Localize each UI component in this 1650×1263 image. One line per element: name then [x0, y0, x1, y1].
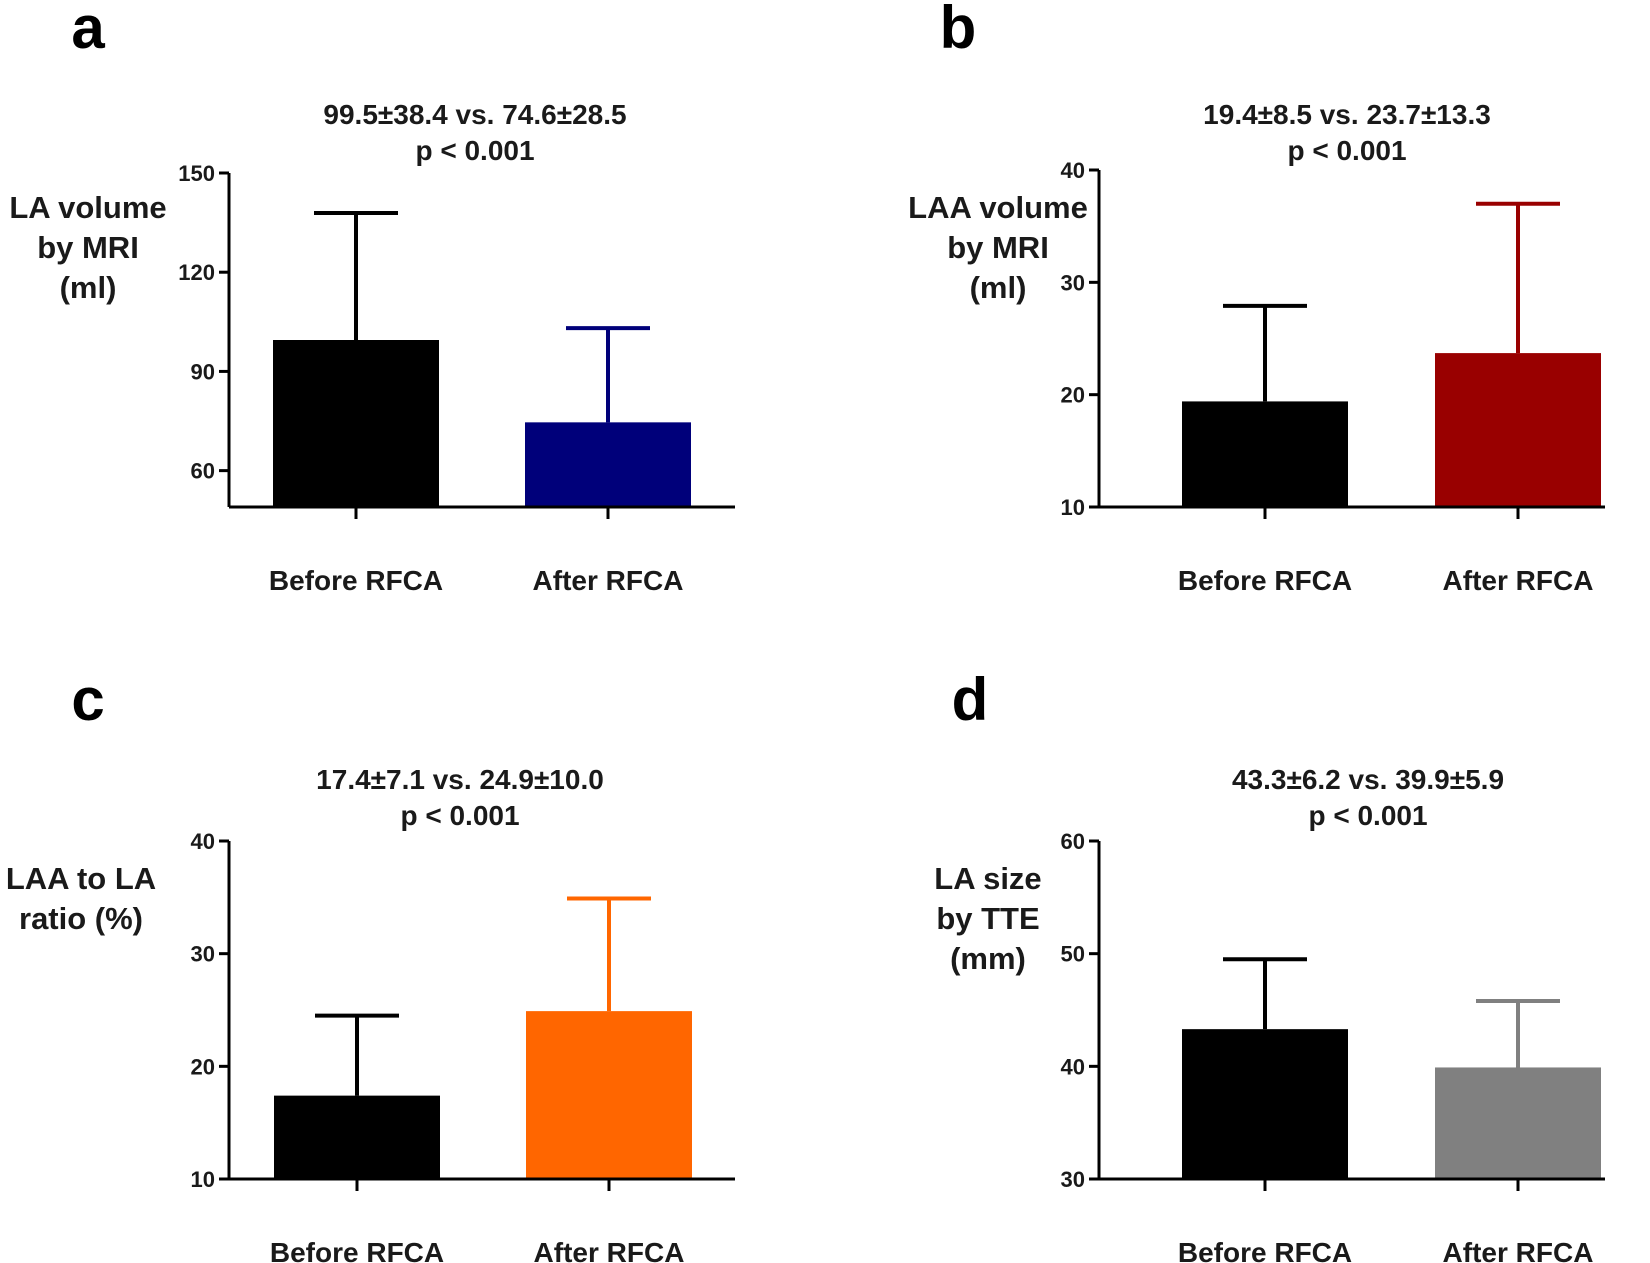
panel-c-category-label-before-rfca: Before RFCA: [270, 1237, 444, 1263]
panel-d-ylabel-line-2: by TTE: [936, 901, 1039, 936]
panel-b-plot-area: 10 20 30 40 Before RFCA After RFCA: [1061, 158, 1605, 596]
panel-c-plot-area: 10 20 30 40 Before RFCA After RFCA: [191, 829, 735, 1263]
panel-b-error-bar-after-rfca: [1476, 201, 1560, 354]
panel-b-p-value: p < 0.001: [1287, 135, 1406, 166]
panel-c-category-label-after-rfca: After RFCA: [534, 1237, 685, 1263]
panel-d-bar-after-rfca: [1435, 1067, 1601, 1179]
panel-a-ylabel-line-3: (ml): [60, 270, 117, 305]
panel-d-error-bar-before-rfca: [1223, 957, 1307, 1030]
panel-c-error-bar-after-rfca: [567, 896, 651, 1012]
panel-d-plot-area: 30 40 50 60 Before RFCA After RFCA: [1061, 829, 1605, 1263]
panel-b-category-label-before-rfca: Before RFCA: [1178, 565, 1352, 596]
panel-a-category-label-after-rfca: After RFCA: [533, 565, 684, 596]
panel-c-letter: c: [71, 666, 104, 733]
panel-d-ytick-label-30: 30: [1061, 1167, 1085, 1192]
panel-a-letter: a: [71, 0, 105, 61]
panel-b-bar-after-rfca: [1435, 353, 1601, 507]
panel-a-error-bar-before-rfca: [314, 211, 398, 340]
panel-c-ylabel-line-2: ratio (%): [19, 901, 143, 936]
panel-b-letter: b: [940, 0, 977, 61]
panel-d-ylabel-line-1: LA size: [934, 861, 1041, 896]
panel-a-error-bar-after-rfca: [566, 326, 650, 423]
panel-c-bar-after-rfca: [526, 1011, 692, 1179]
panel-d-stat-title: 43.3±6.2 vs. 39.9±5.9: [1232, 764, 1504, 795]
panel-b-category-label-after-rfca: After RFCA: [1443, 565, 1594, 596]
panel-c-ylabel-line-1: LAA to LA: [6, 861, 156, 896]
panel-c-p-value: p < 0.001: [400, 800, 519, 831]
panel-a-plot-area: 60 90 120 150 Before RFCA After RFCA: [178, 161, 735, 596]
panel-c-bar-before-rfca: [274, 1095, 440, 1179]
panel-d-error-bar-after-rfca: [1476, 998, 1560, 1068]
panel-d-ylabel-line-3: (mm): [950, 941, 1026, 976]
panel-c-ytick-label-20: 20: [191, 1054, 215, 1079]
panel-a-bar-before-rfca: [273, 340, 439, 507]
panel-a-ylabel-line-2: by MRI: [37, 230, 139, 265]
panel-d-p-value: p < 0.001: [1308, 800, 1427, 831]
panel-b-ytick-label-30: 30: [1061, 270, 1085, 295]
panel-b-ylabel-line-1: LAA volume: [908, 190, 1088, 225]
panel-d-ytick-label-40: 40: [1061, 1054, 1085, 1079]
panel-c-ytick-label-10: 10: [191, 1167, 215, 1192]
panel-a: a 99.5±38.4 vs. 74.6±28.5 p < 0.001 LA v…: [9, 0, 735, 596]
panel-b-ylabel-line-3: (ml): [970, 270, 1027, 305]
panel-d-bar-before-rfca: [1182, 1029, 1348, 1179]
panel-b-ytick-label-10: 10: [1061, 495, 1085, 520]
panel-b-error-bar-before-rfca: [1223, 303, 1307, 402]
panel-a-ytick-label-90: 90: [191, 359, 215, 384]
panel-c-error-bar-before-rfca: [315, 1013, 399, 1096]
panel-a-stat-title: 99.5±38.4 vs. 74.6±28.5: [323, 99, 626, 130]
panel-a-ytick-label-150: 150: [178, 161, 215, 186]
panel-b-ylabel-line-2: by MRI: [947, 230, 1049, 265]
panel-a-ylabel-line-1: LA volume: [9, 190, 166, 225]
panel-b: b 19.4±8.5 vs. 23.7±13.3 p < 0.001 LAA v…: [908, 0, 1605, 596]
panel-c-ytick-label-40: 40: [191, 829, 215, 854]
panel-c: c 17.4±7.1 vs. 24.9±10.0 p < 0.001 LAA t…: [6, 666, 735, 1263]
panel-a-ytick-label-60: 60: [191, 459, 215, 484]
panel-a-bar-after-rfca: [525, 422, 691, 507]
panel-d-ytick-label-50: 50: [1061, 942, 1085, 967]
panel-a-p-value: p < 0.001: [415, 135, 534, 166]
panel-b-stat-title: 19.4±8.5 vs. 23.7±13.3: [1203, 99, 1491, 130]
panel-b-ytick-label-20: 20: [1061, 383, 1085, 408]
panel-b-ytick-label-40: 40: [1061, 158, 1085, 183]
panel-d: d 43.3±6.2 vs. 39.9±5.9 p < 0.001 LA siz…: [934, 666, 1605, 1263]
panel-c-ytick-label-30: 30: [191, 942, 215, 967]
panel-d-category-label-before-rfca: Before RFCA: [1178, 1237, 1352, 1263]
panel-d-ytick-label-60: 60: [1061, 829, 1085, 854]
panel-a-ytick-label-120: 120: [178, 260, 215, 285]
panel-b-bar-before-rfca: [1182, 401, 1348, 507]
panel-d-category-label-after-rfca: After RFCA: [1443, 1237, 1594, 1263]
panel-a-category-label-before-rfca: Before RFCA: [269, 565, 443, 596]
panel-d-letter: d: [952, 666, 989, 733]
panel-c-stat-title: 17.4±7.1 vs. 24.9±10.0: [316, 764, 604, 795]
